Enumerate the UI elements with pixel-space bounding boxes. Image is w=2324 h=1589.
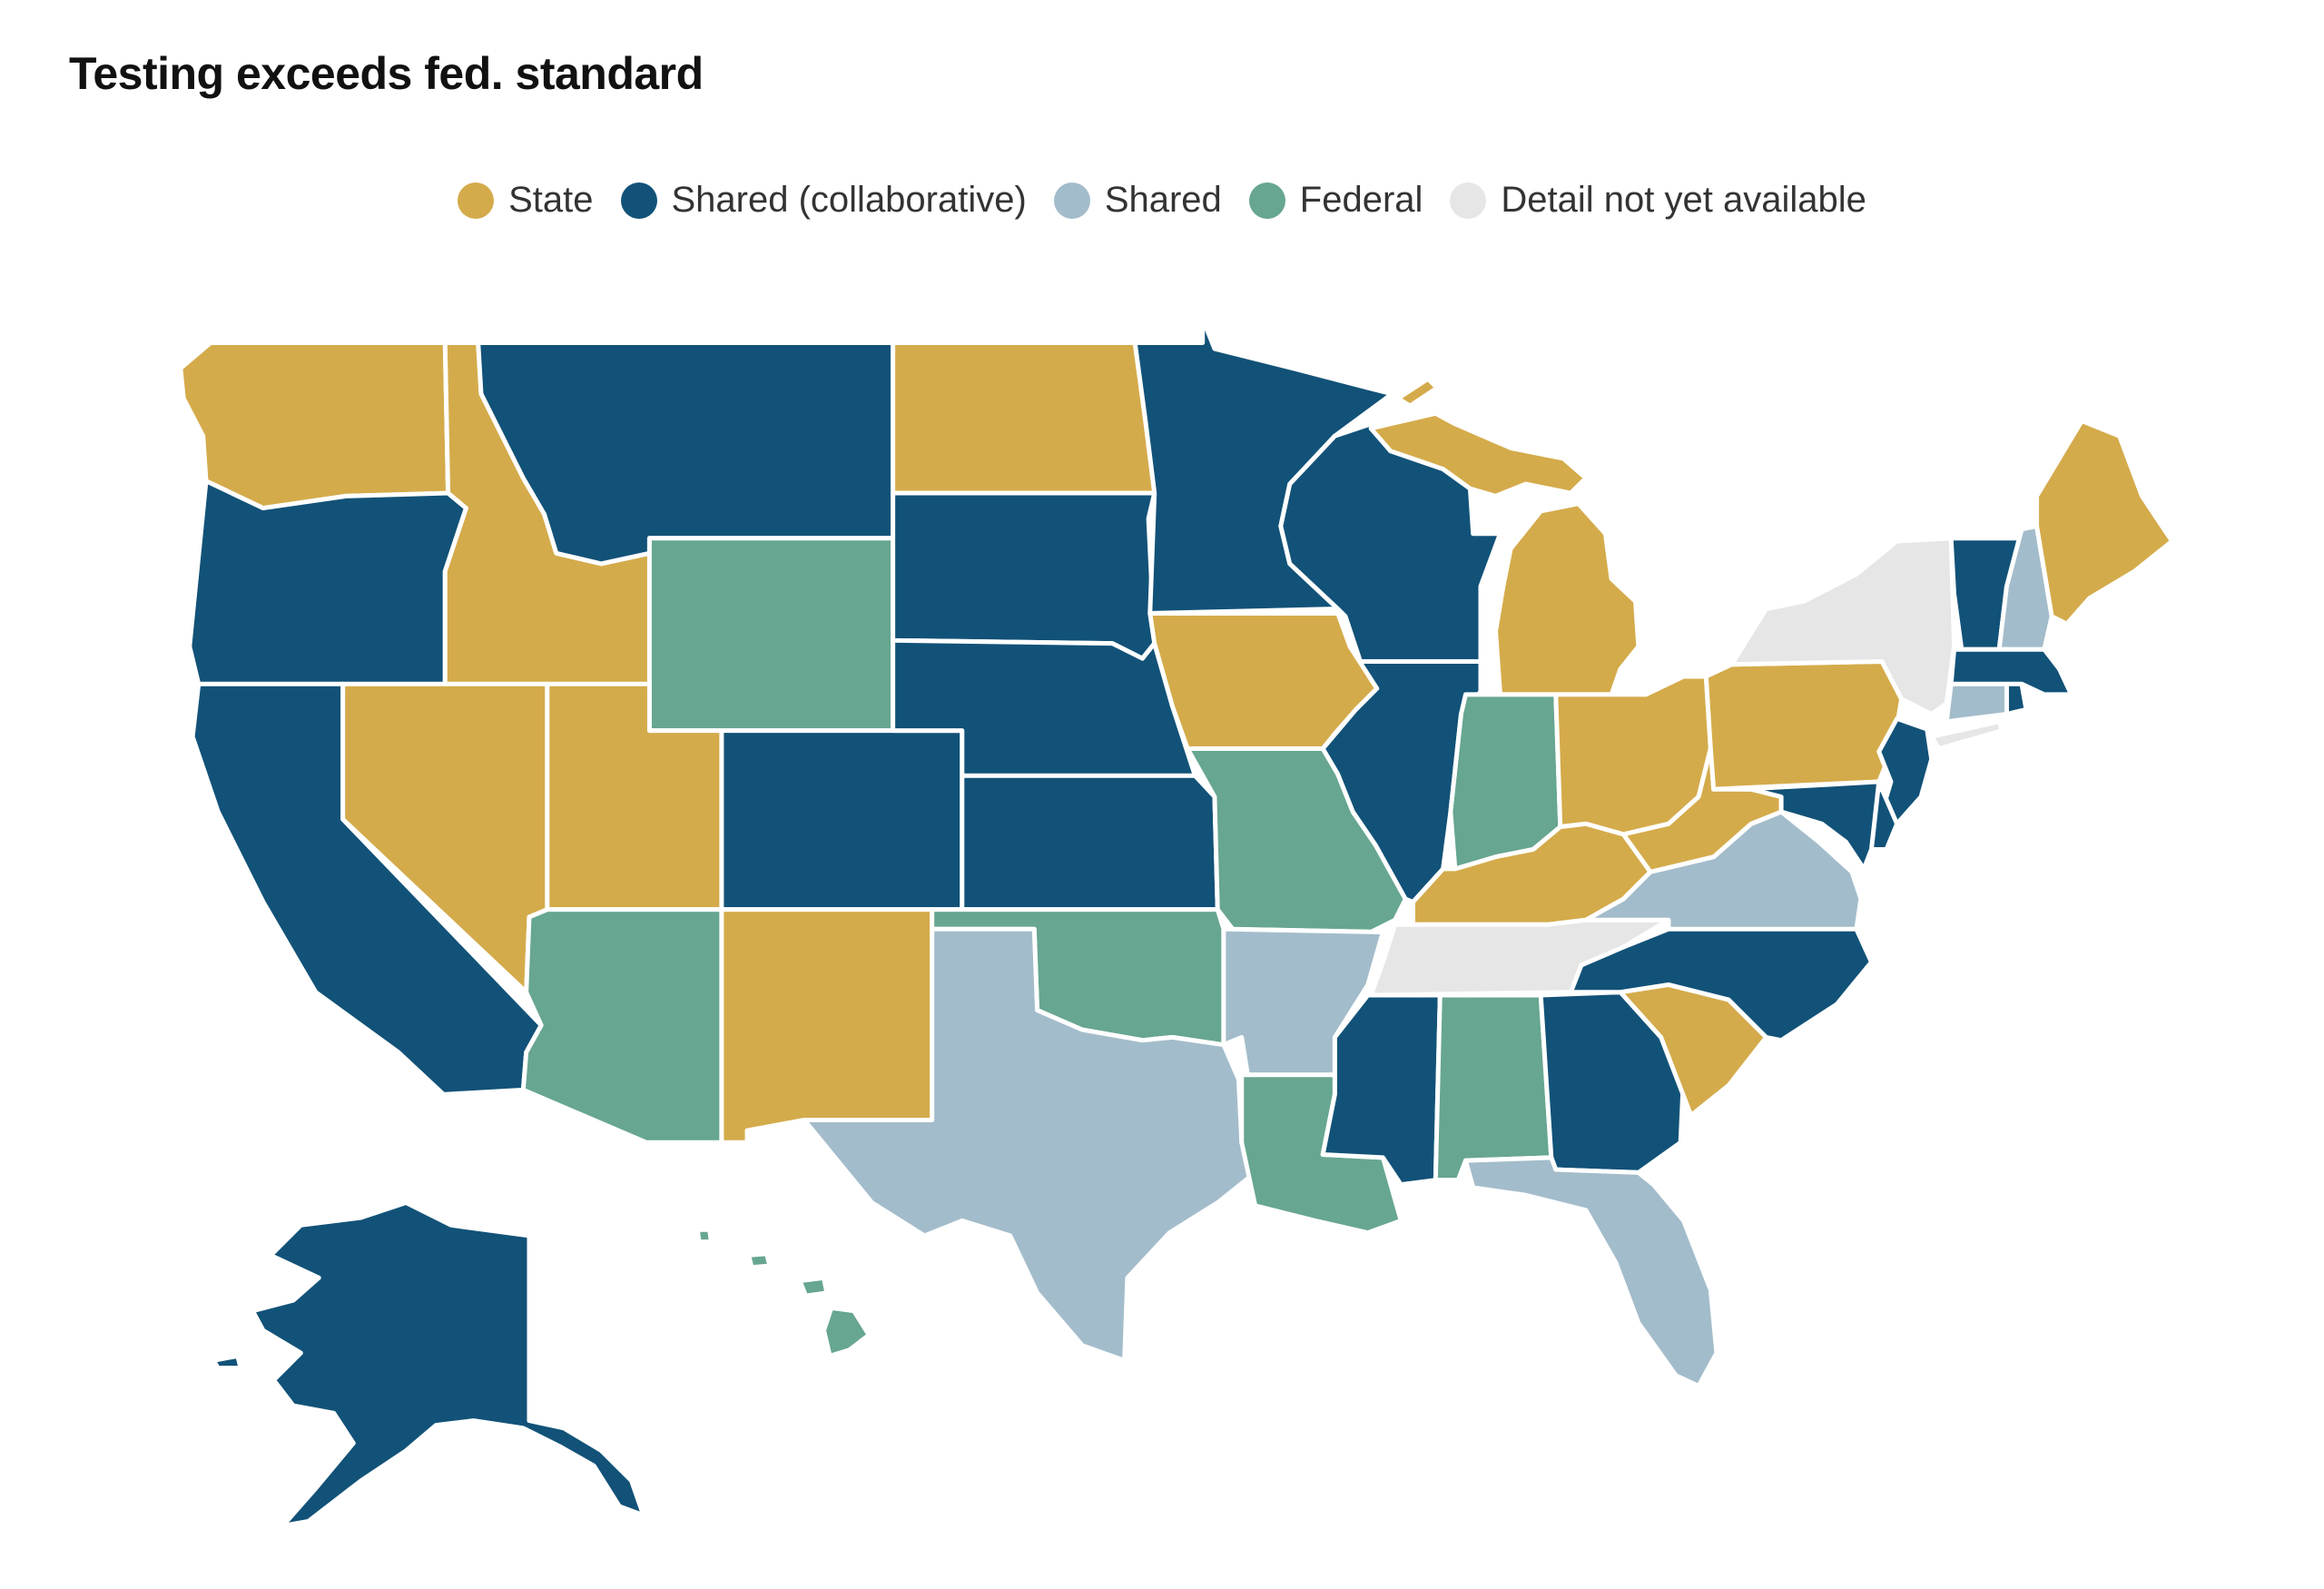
legend-swatch-federal <box>1248 182 1285 219</box>
legend-item-federal[interactable]: Federal <box>1248 180 1423 221</box>
legend-label-shared: Shared <box>1104 180 1222 220</box>
legend-swatch-shared-collaborative <box>620 182 657 219</box>
legend-label-state: State <box>508 180 594 220</box>
legend: State Shared (collaborative) Shared Fede… <box>0 180 2324 221</box>
state-mi-upper[interactable] <box>1368 410 1589 498</box>
state-wa[interactable] <box>178 340 451 511</box>
legend-item-shared-collaborative[interactable]: Shared (collaborative) <box>620 180 1027 221</box>
state-ct[interactable] <box>1944 681 2009 725</box>
state-tx[interactable] <box>802 926 1258 1363</box>
legend-item-shared[interactable]: Shared <box>1053 180 1222 221</box>
state-ak[interactable] <box>250 1200 646 1528</box>
state-nm[interactable] <box>719 907 935 1145</box>
state-mi-upper-isle[interactable] <box>1395 376 1440 409</box>
state-or[interactable] <box>187 479 468 686</box>
legend-item-state[interactable]: State <box>458 180 594 221</box>
legend-label-federal: Federal <box>1299 180 1423 220</box>
state-ak-isle[interactable] <box>211 1353 243 1371</box>
state-al[interactable] <box>1433 992 1554 1183</box>
state-hi-maui[interactable] <box>797 1275 830 1298</box>
state-co[interactable] <box>719 728 965 913</box>
state-az[interactable] <box>520 907 724 1145</box>
legend-item-not-available[interactable]: Detail not yet available <box>1450 180 1866 221</box>
legend-label-not-available: Detail not yet available <box>1501 180 1866 220</box>
state-nd[interactable] <box>891 340 1157 496</box>
state-fl[interactable] <box>1462 1155 1719 1388</box>
legend-swatch-not-available <box>1450 182 1487 219</box>
state-hi-big[interactable] <box>822 1305 872 1358</box>
state-ny-li[interactable] <box>1929 719 2004 751</box>
state-hi-kauai[interactable] <box>694 1227 714 1245</box>
map-title: Testing exceeds fed. standard <box>69 48 704 99</box>
state-me[interactable] <box>2034 419 2175 627</box>
state-pa[interactable] <box>1703 658 1905 792</box>
state-hi-oahu[interactable] <box>746 1251 773 1270</box>
state-nc[interactable] <box>1568 926 1874 1043</box>
legend-label-shared-collaborative: Shared (collaborative) <box>671 180 1027 220</box>
state-mi-lower[interactable] <box>1493 501 1641 697</box>
state-md[interactable] <box>1741 779 1882 872</box>
state-sd[interactable] <box>891 490 1157 661</box>
legend-swatch-state <box>458 182 495 219</box>
legend-swatch-shared <box>1053 182 1090 219</box>
state-ri[interactable] <box>2004 681 2029 716</box>
state-ks[interactable] <box>960 773 1220 913</box>
state-wy[interactable] <box>646 536 896 734</box>
